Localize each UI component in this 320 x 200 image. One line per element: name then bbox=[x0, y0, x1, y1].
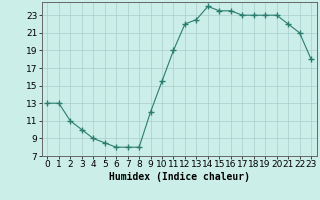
X-axis label: Humidex (Indice chaleur): Humidex (Indice chaleur) bbox=[109, 172, 250, 182]
